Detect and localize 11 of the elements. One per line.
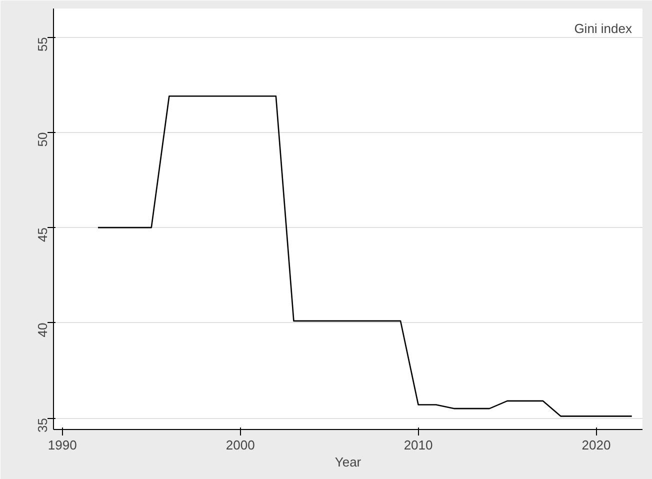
x-tick-label: 2020 (582, 438, 611, 452)
y-tick-label: 45 (35, 228, 50, 242)
x-tick-label: 2000 (226, 438, 255, 452)
text: Gini index (574, 20, 632, 36)
x-axis-title: Year (334, 454, 362, 470)
y-tick-label: 55 (35, 37, 50, 52)
x-tick-label: 2010 (404, 438, 433, 452)
y-tick-label: 35 (35, 418, 50, 433)
y-tick-label: 50 (35, 132, 50, 147)
y-tick-label: 40 (35, 322, 50, 338)
x-tick-label: 1990 (48, 438, 77, 452)
